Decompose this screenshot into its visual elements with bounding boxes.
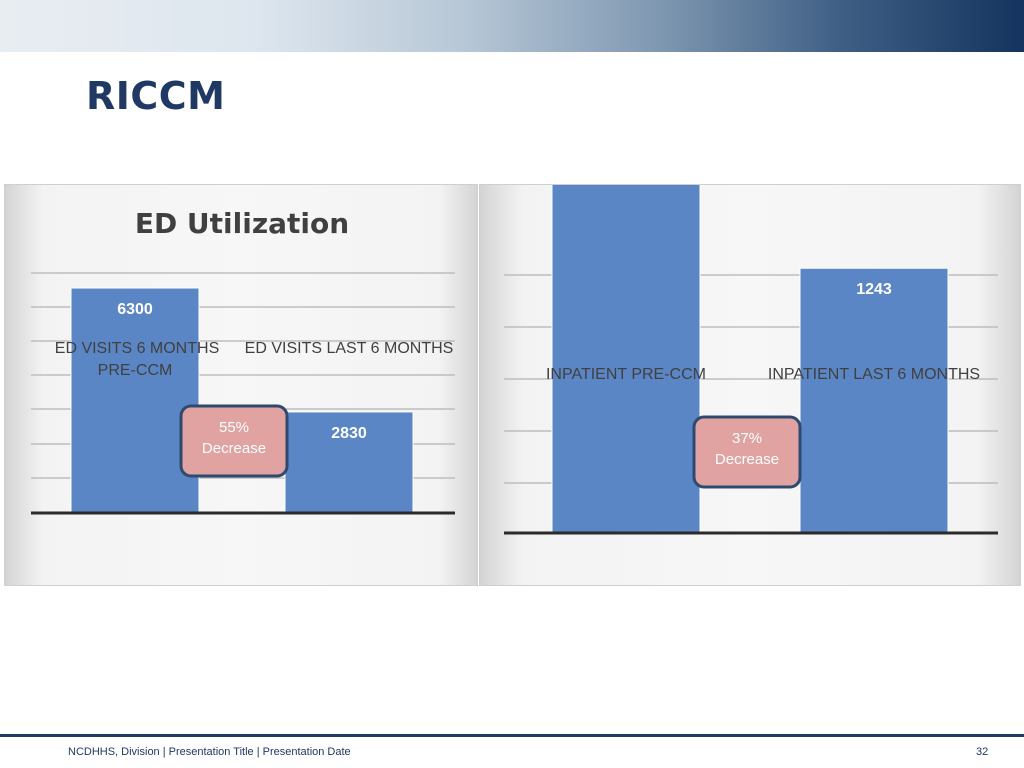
bar bbox=[70, 287, 200, 514]
decrease-callout-text: Decrease bbox=[202, 440, 266, 457]
footer-text: NCDHHS, Division | Presentation Title | … bbox=[68, 746, 351, 758]
inpatient-utilization-svg: Inpatient Utilization19681243INPATIENT P… bbox=[504, 185, 998, 535]
decrease-callout-text: 37% bbox=[732, 430, 762, 447]
footer-divider bbox=[0, 734, 1024, 737]
decrease-callout-text: Decrease bbox=[715, 451, 779, 468]
bar-value-label: 1243 bbox=[856, 281, 892, 298]
ed-utilization-chart: ED Utilization 6300 2830 ED VISITS 6 MONTHS… bbox=[4, 184, 478, 586]
category-label: INPATIENT LAST 6 MONTHS bbox=[768, 366, 980, 383]
bar bbox=[799, 267, 949, 534]
bar bbox=[551, 185, 701, 534]
bar-value-label: 6300 bbox=[117, 301, 153, 318]
inpatient-utilization-chart: Inpatient Utilization19681243INPATIENT P… bbox=[479, 184, 1021, 586]
category-label: PRE-CCM bbox=[98, 362, 173, 379]
bar-value-label: 2830 bbox=[331, 425, 367, 442]
category-label: ED VISITS 6 MONTHS bbox=[55, 340, 219, 357]
category-label: INPATIENT PRE-CCM bbox=[546, 366, 706, 383]
header-gradient-bar bbox=[0, 0, 1024, 52]
slide-title: RICCM bbox=[86, 74, 226, 118]
category-label: ED VISITS LAST 6 MONTHS bbox=[245, 340, 454, 357]
decrease-callout-text: 55% bbox=[219, 419, 249, 436]
decrease-callout bbox=[692, 415, 802, 489]
chart-title: ED Utilization bbox=[135, 207, 349, 240]
page-number: 32 bbox=[976, 746, 989, 758]
decrease-callout bbox=[179, 404, 289, 478]
ed-utilization-svg: ED Utilization 6300 2830 ED VISITS 6 MONTHS… bbox=[31, 207, 455, 515]
